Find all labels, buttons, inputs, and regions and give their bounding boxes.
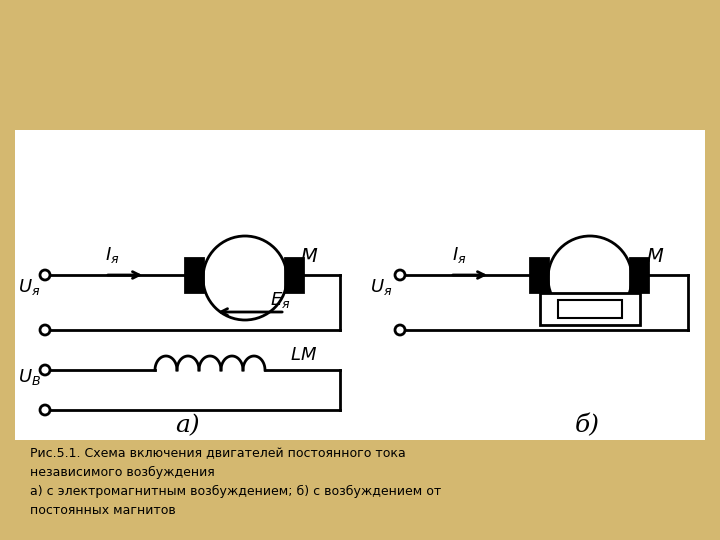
Circle shape [40, 365, 50, 375]
Circle shape [40, 270, 50, 280]
Bar [630, 258, 648, 292]
Bar [530, 258, 548, 292]
Circle shape [395, 270, 405, 280]
Bar [185, 258, 203, 292]
Circle shape [40, 325, 50, 335]
Text: $M$: $M$ [646, 248, 665, 266]
Text: $LM$: $LM$ [290, 346, 317, 364]
Circle shape [548, 236, 632, 320]
Text: а): а) [175, 414, 199, 437]
Bar [540, 293, 640, 325]
Text: б): б) [575, 414, 600, 437]
Text: Рис.5.1. Схема включения двигателей постоянного тока
независимого возбуждения
а): Рис.5.1. Схема включения двигателей пост… [30, 447, 441, 517]
Text: $U_В$: $U_В$ [18, 367, 41, 387]
Circle shape [203, 236, 287, 320]
Bar [285, 258, 303, 292]
Text: $U_я$: $U_я$ [18, 277, 40, 297]
Text: $U_я$: $U_я$ [370, 277, 392, 297]
Bar [15, 130, 705, 440]
Circle shape [395, 325, 405, 335]
Circle shape [40, 405, 50, 415]
Text: $E_я$: $E_я$ [270, 290, 291, 310]
Text: $M$: $M$ [300, 248, 318, 266]
Bar [558, 300, 622, 318]
Text: $I_я$: $I_я$ [452, 245, 467, 265]
Text: $I_я$: $I_я$ [105, 245, 120, 265]
